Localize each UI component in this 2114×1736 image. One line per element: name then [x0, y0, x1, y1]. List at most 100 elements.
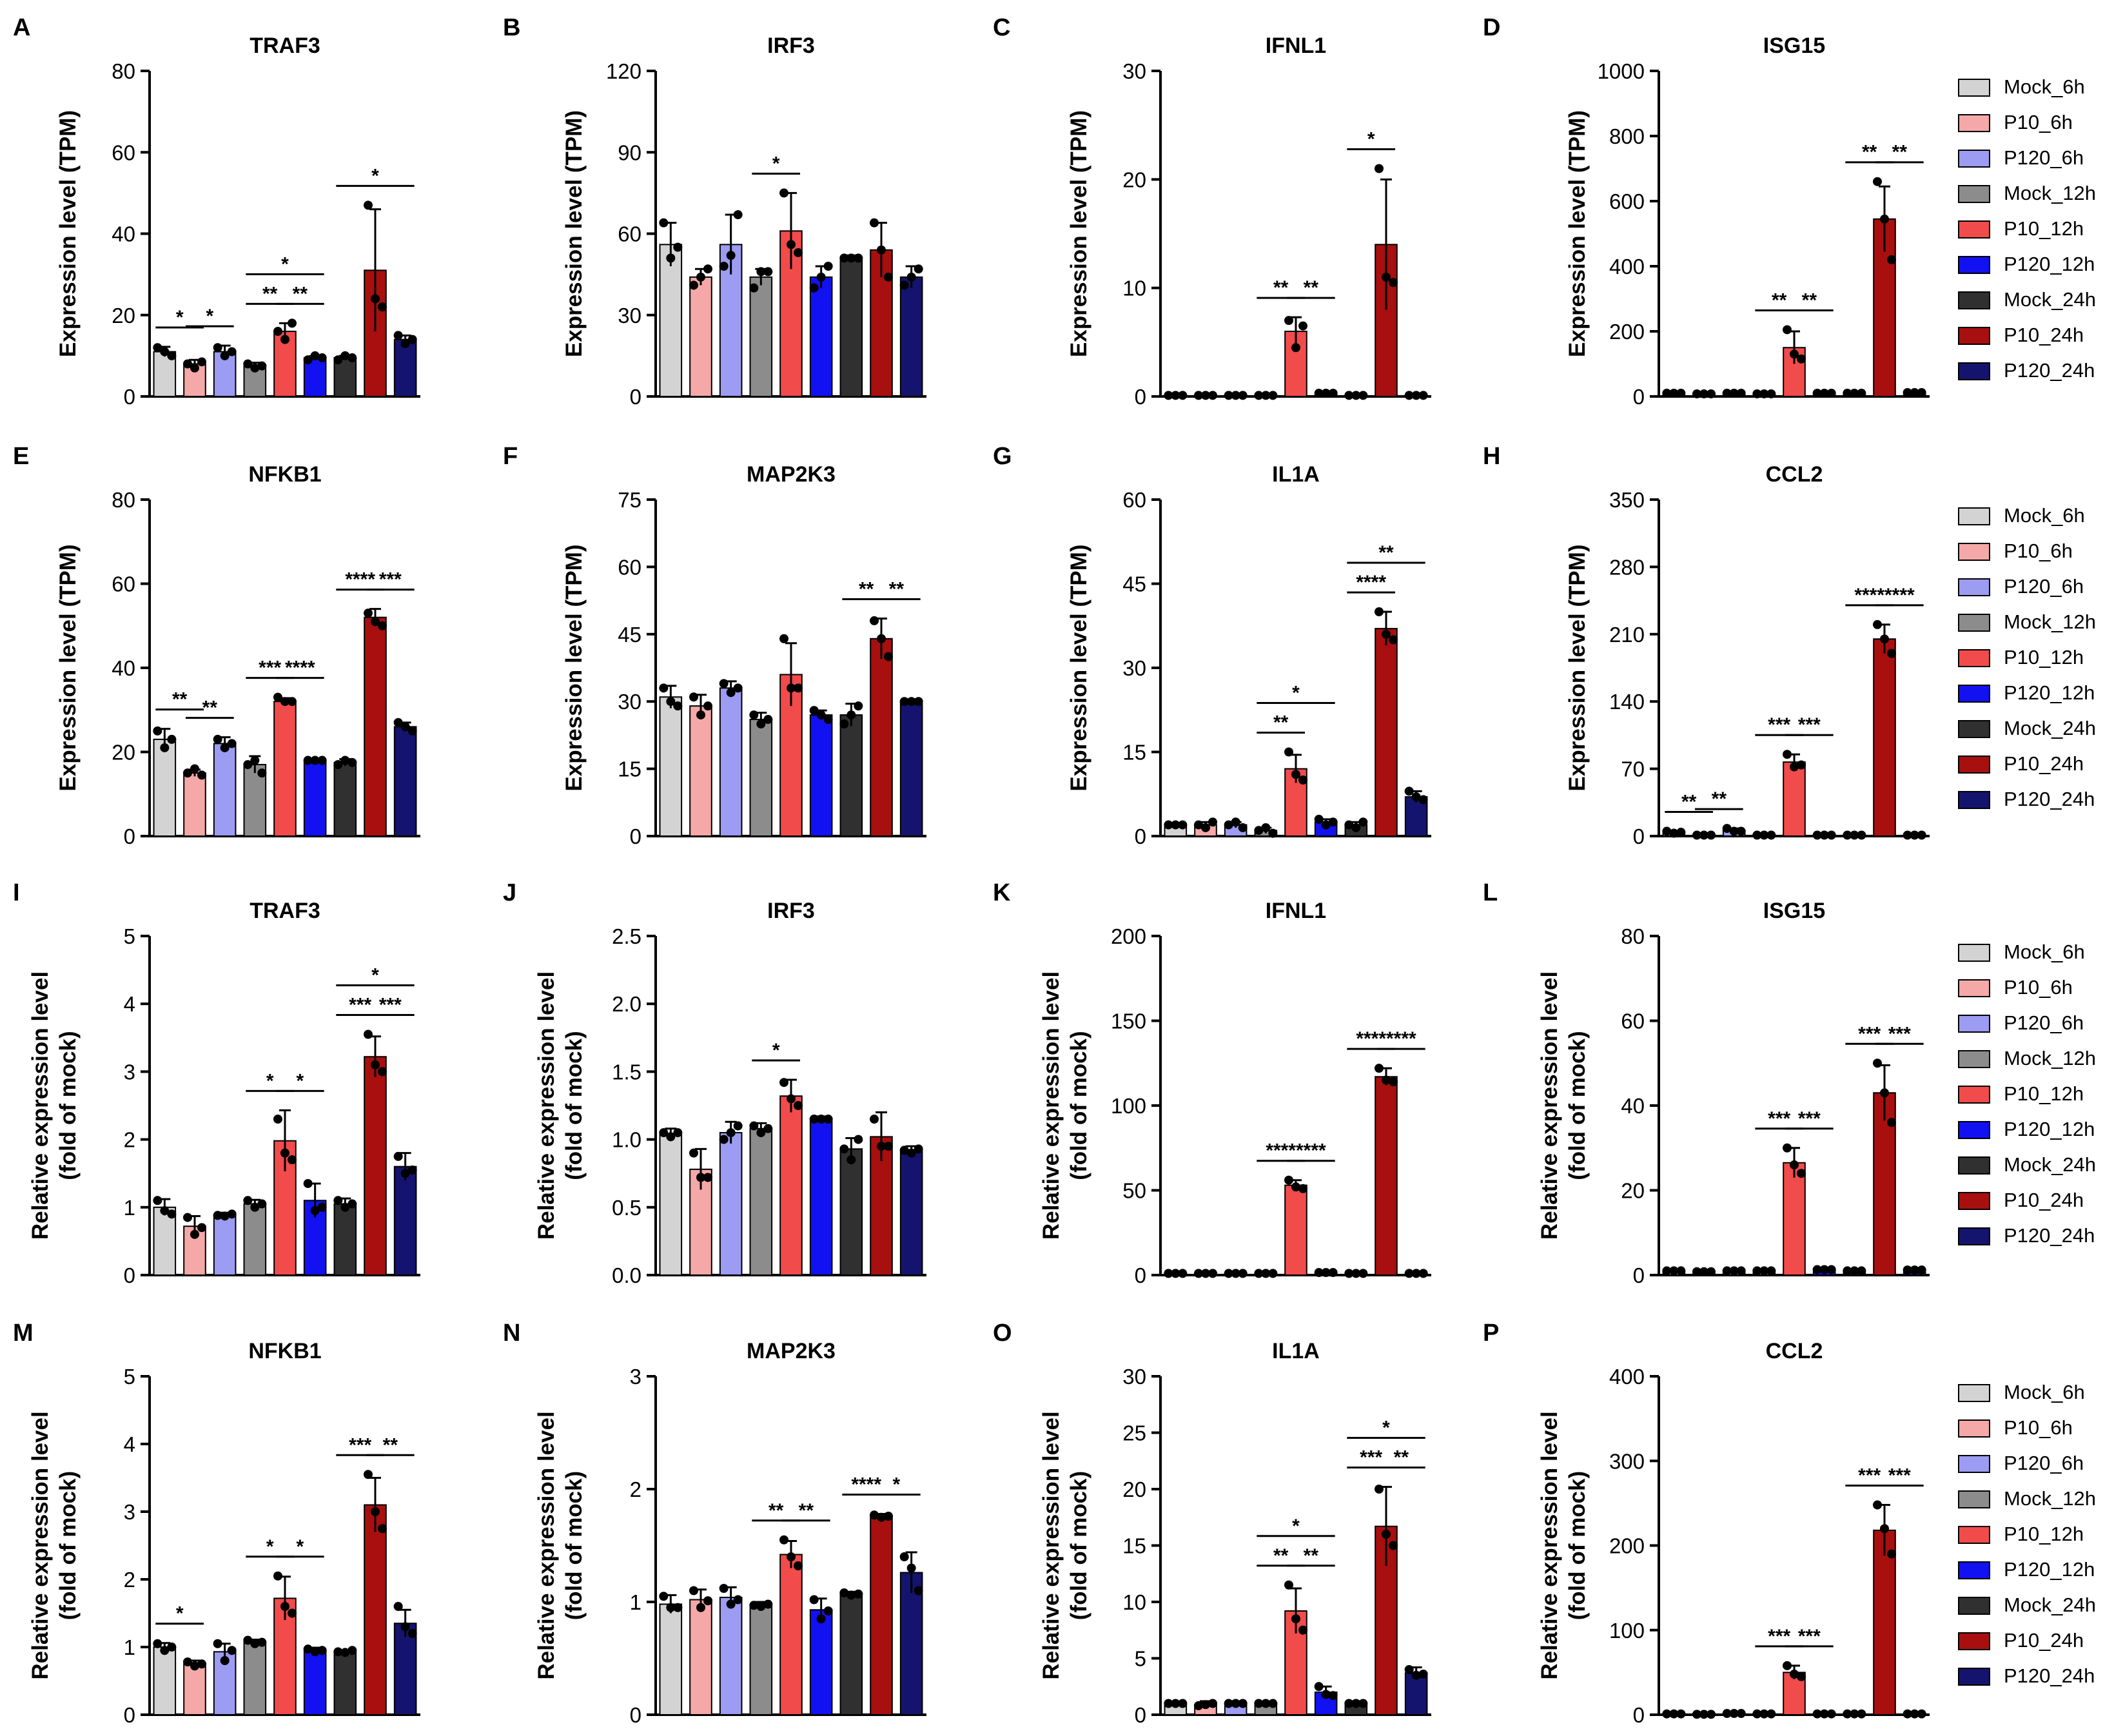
data-point [1208, 1269, 1217, 1278]
y-axis-label: Relative expression level [534, 971, 559, 1240]
data-point [303, 1644, 313, 1654]
data-point [689, 1586, 698, 1595]
significance-label: ** [1304, 1545, 1319, 1566]
y-tick-label: 10 [1122, 277, 1146, 300]
data-point [823, 1606, 833, 1615]
legend-label: P120_6h [2004, 575, 2084, 598]
data-point [1676, 1709, 1686, 1719]
data-point [749, 283, 759, 293]
data-point [1857, 830, 1866, 840]
y-tick-label: 0 [630, 1703, 641, 1727]
panel-letter: N [503, 1320, 520, 1347]
y-axis-label: Relative expression level [28, 971, 53, 1240]
significance-label: * [1367, 129, 1375, 150]
legend-swatch-Mock_24h [1958, 720, 1990, 738]
significance-label: *** [1888, 1465, 1911, 1487]
data-point [1194, 391, 1203, 400]
panel-letter: H [1483, 443, 1500, 470]
data-point [1382, 1530, 1391, 1539]
y-axis-label: Relative expression level [28, 1411, 53, 1679]
bar-P10_24h [870, 1516, 893, 1715]
data-point [1208, 1699, 1217, 1708]
data-point [1291, 343, 1300, 353]
data-point [1178, 820, 1188, 830]
data-point [839, 1144, 849, 1154]
data-point [1826, 1709, 1836, 1719]
significance-label: ** [172, 689, 188, 710]
y-axis-label: Expression level (TPM) [562, 544, 587, 791]
data-point [1917, 830, 1926, 840]
data-point [1201, 823, 1210, 832]
data-point [303, 355, 313, 365]
data-point [1676, 388, 1686, 398]
significance-label: * [266, 1536, 274, 1557]
panel-L: L ISG15 0 20 40 60 80 Relative expression level… [1483, 879, 2096, 1287]
data-point [1194, 1701, 1203, 1710]
data-point [288, 1155, 297, 1165]
data-point [1375, 1064, 1384, 1073]
y-tick-label: 30 [1122, 1365, 1146, 1389]
legend-label: P120_24h [2004, 1664, 2095, 1687]
data-point [1662, 826, 1672, 836]
panel-letter: B [503, 14, 520, 41]
y-tick-label: 140 [1609, 690, 1645, 714]
data-point [733, 210, 743, 220]
y-axis-label-2: (fold of mock) [55, 1471, 81, 1620]
data-point [303, 756, 313, 765]
legend-swatch-P10_12h [1958, 1086, 1990, 1104]
y-tick-label: 0 [630, 824, 641, 848]
bar-P10_24h [870, 1136, 893, 1276]
data-point [1298, 1184, 1307, 1193]
data-point [1194, 1269, 1203, 1278]
panel-title: IRF3 [767, 34, 815, 58]
legend-label: P120_24h [2004, 359, 2095, 382]
data-point [1418, 1670, 1428, 1679]
y-axis-label: Expression level (TPM) [55, 544, 81, 791]
data-point [407, 1629, 417, 1638]
data-point [378, 621, 387, 630]
significance-label: ** [889, 578, 905, 600]
data-point [1224, 1269, 1233, 1278]
legend-label: Mock_6h [2004, 504, 2085, 527]
y-tick-label: 45 [618, 623, 641, 647]
data-point [870, 616, 879, 625]
data-point [1389, 1077, 1398, 1087]
data-point [673, 242, 683, 252]
data-point [1314, 1268, 1324, 1278]
data-point [1164, 1699, 1173, 1708]
data-point [1736, 1709, 1746, 1719]
legend-swatch-P10_6h [1958, 114, 1990, 132]
legend-label: P120_6h [2004, 146, 2084, 169]
legend-swatch-Mock_6h [1958, 79, 1990, 97]
bar-P120_6h [213, 351, 237, 397]
legend-label: Mock_24h [2004, 288, 2096, 311]
significance-label: ** [293, 283, 308, 304]
data-point [1298, 775, 1307, 785]
bar-P10_12h [273, 701, 297, 837]
panel-title: ISG15 [1763, 34, 1825, 58]
data-point [160, 743, 170, 752]
y-tick-label: 0 [124, 824, 135, 848]
y-tick-label: 100 [1111, 1094, 1146, 1118]
y-tick-label: 60 [1621, 1009, 1645, 1033]
panel-D: D ISG15 0 200 400 600 800 1000 Expression level … [1483, 14, 2096, 409]
y-tick-label: 80 [1621, 924, 1645, 948]
data-point [726, 1599, 736, 1609]
bar-Mock_6h [659, 244, 683, 398]
data-point [378, 1524, 387, 1534]
data-point [1268, 1699, 1278, 1708]
data-point [1268, 391, 1278, 400]
data-point [1321, 1690, 1331, 1699]
panel-B: B IRF3 0 30 60 90 120 Expression level (TPM) * [503, 14, 926, 409]
data-point [273, 1571, 282, 1581]
y-axis-label-2: (fold of mock) [55, 1031, 81, 1180]
data-point [273, 692, 282, 702]
data-point [1850, 1709, 1859, 1719]
panel-title: CCL2 [1766, 462, 1823, 487]
data-point [273, 327, 282, 336]
data-point [1903, 1265, 1912, 1275]
data-point [153, 1639, 162, 1648]
data-point [280, 335, 289, 344]
data-point [220, 1656, 230, 1665]
significance-label: *** [259, 658, 281, 679]
